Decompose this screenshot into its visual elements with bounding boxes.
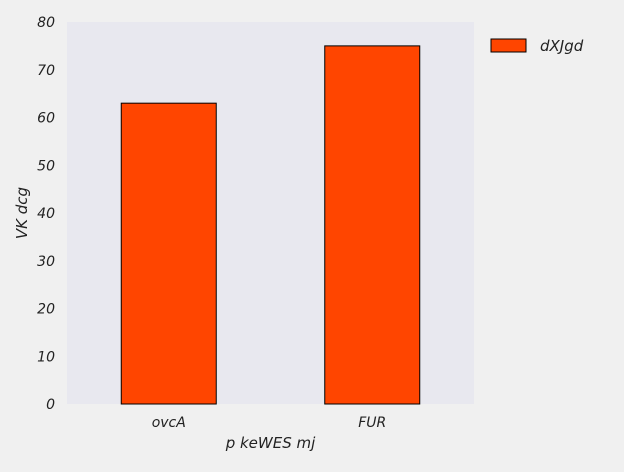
legend-label: dXJgd [540, 37, 584, 55]
x-axis-ticks: ovcA FUR [152, 415, 387, 431]
y-axis-ticks: 0 10 20 30 40 50 60 70 80 [37, 15, 55, 413]
y-tick-label: 50 [37, 158, 55, 174]
bar-ovcA [120, 102, 217, 405]
x-axis-label: p keWES mj [225, 434, 316, 452]
y-tick-label: 70 [37, 63, 55, 79]
legend-swatch [490, 38, 527, 53]
x-tick-label: ovcA [152, 415, 186, 431]
y-tick-label: 10 [37, 349, 55, 365]
y-tick-label: 30 [37, 254, 55, 270]
y-tick-label: 0 [46, 397, 55, 413]
y-axis-label: VK dcg [13, 187, 31, 239]
bars [120, 45, 421, 405]
legend: dXJgd [490, 37, 584, 55]
y-tick-label: 80 [37, 15, 55, 31]
bar-FUR [324, 45, 421, 405]
y-tick-label: 40 [37, 206, 55, 222]
y-tick-label: 20 [37, 302, 55, 318]
y-tick-label: 60 [37, 111, 55, 127]
x-tick-label: FUR [358, 415, 386, 431]
